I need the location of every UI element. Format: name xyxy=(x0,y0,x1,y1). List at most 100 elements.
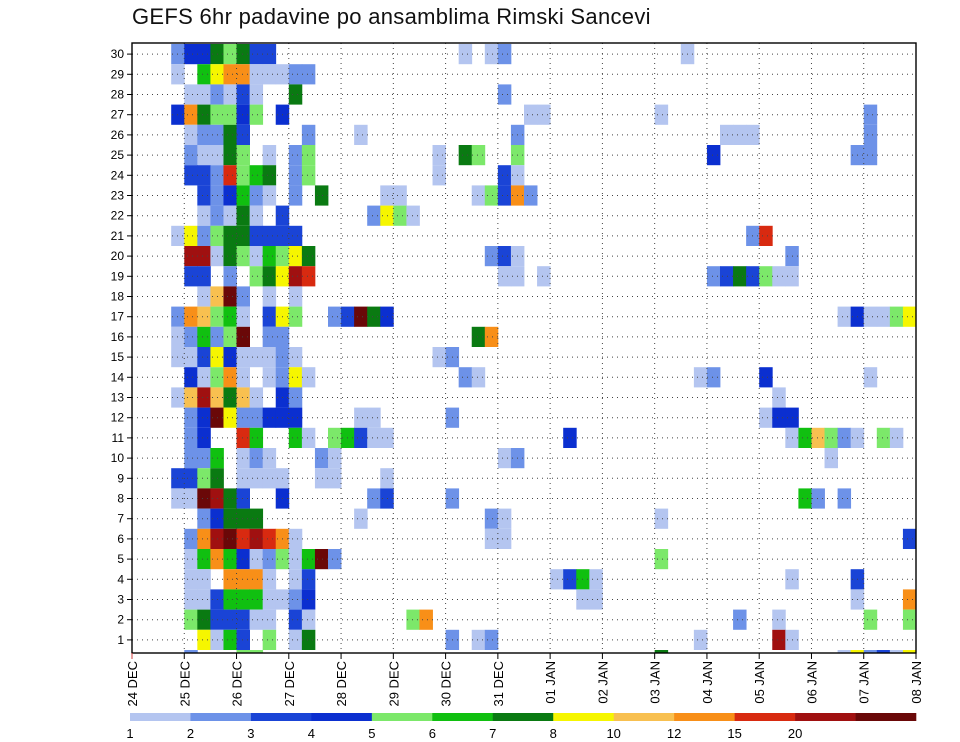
legend-label: 15 xyxy=(727,726,741,741)
precip-cell xyxy=(354,427,368,448)
precip-cell xyxy=(563,569,577,590)
precip-cell xyxy=(262,44,277,65)
precip-cell xyxy=(876,306,891,327)
precip-cell xyxy=(328,549,342,570)
precip-cell xyxy=(902,650,917,653)
precip-cell xyxy=(432,145,446,166)
precip-cell xyxy=(197,44,211,65)
precip-cell xyxy=(197,347,211,368)
x-tick-label: 28 DEC xyxy=(334,661,349,707)
precip-cell xyxy=(837,488,852,509)
precip-cell xyxy=(197,508,211,529)
precip-cell xyxy=(863,650,878,653)
y-tick-label: 17 xyxy=(111,310,125,324)
precip-cell xyxy=(354,306,368,327)
precip-cell xyxy=(223,145,237,166)
plot-frame xyxy=(131,42,917,654)
x-tick-label: 05 JAN xyxy=(752,661,767,704)
precip-cell xyxy=(197,124,211,145)
precip-cell xyxy=(249,427,264,448)
precip-cell xyxy=(236,427,250,448)
y-tick-label: 15 xyxy=(111,350,125,364)
precip-cell xyxy=(249,468,264,489)
precip-cell xyxy=(262,629,277,650)
precip-cell xyxy=(262,448,277,469)
precip-cell xyxy=(288,185,303,206)
legend-swatch xyxy=(855,713,917,721)
precip-cell xyxy=(759,225,773,246)
precip-cell xyxy=(262,549,277,570)
legend-swatch xyxy=(492,713,554,721)
precip-cell xyxy=(236,306,250,327)
precip-cell xyxy=(301,589,316,610)
precip-cell xyxy=(484,185,499,206)
precip-cell xyxy=(288,246,303,267)
legend-label: 6 xyxy=(429,726,436,741)
precip-cell xyxy=(236,387,250,408)
precip-cell xyxy=(197,488,211,509)
precip-cell xyxy=(288,225,303,246)
precip-cell xyxy=(197,367,211,388)
precip-cell xyxy=(184,367,198,388)
precip-cell xyxy=(223,488,237,509)
precip-cell xyxy=(197,448,211,469)
y-tick-label: 13 xyxy=(111,391,125,405)
precip-cell xyxy=(367,488,381,509)
precip-cell xyxy=(693,367,708,388)
precip-cell xyxy=(184,488,198,509)
precip-cell xyxy=(236,569,250,590)
precip-cell xyxy=(654,508,669,529)
x-tick-label: 29 DEC xyxy=(386,661,401,707)
precip-cell xyxy=(889,427,904,448)
precip-cell xyxy=(484,629,499,650)
precip-cell xyxy=(314,185,329,206)
legend-label: 2 xyxy=(187,726,194,741)
precip-cell xyxy=(471,629,486,650)
precip-cell xyxy=(223,326,237,347)
x-tick-label: 04 JAN xyxy=(700,661,715,704)
precip-cell xyxy=(223,64,237,85)
precip-cell xyxy=(393,205,407,226)
precip-cell xyxy=(301,549,316,570)
precip-cell xyxy=(772,407,786,428)
y-tick-label: 6 xyxy=(117,532,124,546)
precip-cell xyxy=(236,104,250,125)
precip-cell xyxy=(184,44,198,65)
legend-label: 7 xyxy=(489,726,496,741)
x-tick-label: 31 DEC xyxy=(491,661,506,707)
y-tick-label: 22 xyxy=(111,209,125,223)
precip-cell xyxy=(236,225,250,246)
precip-cell xyxy=(589,589,603,610)
precip-cell xyxy=(223,286,237,307)
legend-swatch xyxy=(311,713,373,721)
precip-cell xyxy=(301,266,316,287)
precip-cell xyxy=(184,104,198,125)
x-tick-label: 06 JAN xyxy=(804,661,819,704)
precip-cell xyxy=(301,367,316,388)
precip-cell xyxy=(902,589,917,610)
precip-cell xyxy=(328,468,342,489)
precip-cell xyxy=(197,589,211,610)
precip-cell xyxy=(288,145,303,166)
precip-cell xyxy=(497,185,512,206)
precip-cell xyxy=(837,427,852,448)
precip-cell xyxy=(236,44,250,65)
precip-cell xyxy=(223,104,237,125)
legend-swatch xyxy=(190,713,252,721)
precip-cell xyxy=(484,528,499,549)
precip-cell xyxy=(863,609,878,630)
legend-swatch xyxy=(371,713,433,721)
legend-swatch xyxy=(553,713,614,721)
precip-cell xyxy=(249,508,264,529)
legend-label: 12 xyxy=(667,726,681,741)
precip-cell xyxy=(484,246,499,267)
precip-cell xyxy=(863,145,878,166)
precip-cell xyxy=(759,367,773,388)
precip-cell xyxy=(824,448,838,469)
precip-cell xyxy=(262,326,277,347)
precip-cell xyxy=(236,488,250,509)
precip-cell xyxy=(236,407,250,428)
legend-label: 4 xyxy=(308,726,315,741)
precip-cell xyxy=(406,609,420,630)
